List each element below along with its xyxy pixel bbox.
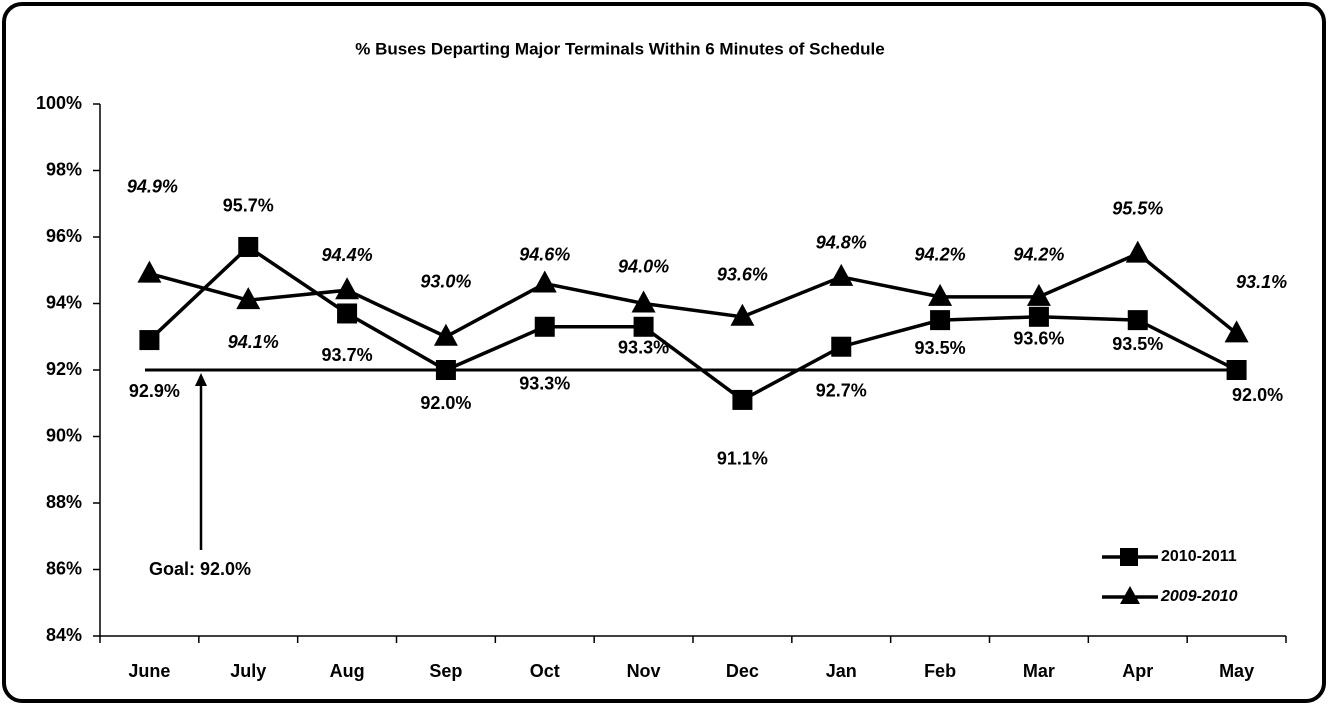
x-tick-label: Mar xyxy=(1023,661,1055,681)
data-label: 93.7% xyxy=(322,345,373,365)
x-tick-label: Feb xyxy=(924,661,956,681)
y-tick-label: 96% xyxy=(46,226,82,246)
goal-arrowhead xyxy=(195,373,207,386)
series-line xyxy=(148,251,1238,339)
series-line xyxy=(148,244,1238,402)
y-tick-label: 84% xyxy=(46,625,82,645)
marker xyxy=(236,287,261,310)
data-label: 94.2% xyxy=(915,245,966,265)
y-tick-label: 92% xyxy=(46,359,82,379)
y-tick-label: 88% xyxy=(46,492,82,512)
data-label: 95.7% xyxy=(223,196,274,216)
data-label: 91.1% xyxy=(717,449,768,469)
data-label: 94.2% xyxy=(1013,245,1064,265)
marker xyxy=(532,270,557,293)
marker xyxy=(1224,320,1249,343)
x-tick-label: Jan xyxy=(826,661,857,681)
data-label: 93.3% xyxy=(618,338,669,358)
data-label: 94.4% xyxy=(322,245,373,265)
data-label: 93.0% xyxy=(420,272,471,292)
marker xyxy=(433,323,458,346)
marker xyxy=(730,303,755,326)
y-tick-label: 86% xyxy=(46,558,82,578)
marker xyxy=(829,263,854,286)
legend-marker xyxy=(1120,586,1140,604)
marker xyxy=(337,303,358,324)
marker xyxy=(831,336,852,357)
marker xyxy=(930,310,951,331)
x-tick-label: July xyxy=(230,661,266,681)
marker xyxy=(1026,283,1051,306)
x-tick-label: Dec xyxy=(726,661,759,681)
marker xyxy=(1125,240,1150,263)
data-label: 94.1% xyxy=(228,332,279,352)
legend-label: 2009-2010 xyxy=(1160,588,1238,605)
y-tick-label: 100% xyxy=(36,93,82,113)
data-label: 95.5% xyxy=(1112,198,1163,218)
x-tick-label: Aug xyxy=(330,661,365,681)
data-label: 93.5% xyxy=(915,338,966,358)
data-label: 92.7% xyxy=(816,380,867,400)
x-tick-label: Oct xyxy=(530,661,560,681)
chart-title: % Buses Departing Major Terminals Within… xyxy=(355,39,884,58)
goal-label: Goal: 92.0% xyxy=(149,559,251,579)
data-label: 94.9% xyxy=(127,176,178,196)
data-label: 93.1% xyxy=(1236,272,1287,292)
x-tick-label: May xyxy=(1219,661,1254,681)
data-label: 93.3% xyxy=(519,374,570,394)
x-tick-label: Sep xyxy=(429,661,462,681)
marker xyxy=(928,283,953,306)
marker xyxy=(238,236,259,257)
data-label: 92.9% xyxy=(129,381,180,401)
marker xyxy=(534,316,555,337)
y-tick-label: 98% xyxy=(46,159,82,179)
y-tick-label: 94% xyxy=(46,292,82,312)
marker xyxy=(137,260,162,283)
data-label: 93.6% xyxy=(1013,329,1064,349)
x-tick-label: June xyxy=(128,661,170,681)
data-label: 92.0% xyxy=(1232,385,1283,405)
marker xyxy=(1127,310,1148,331)
legend-label: 2010-2011 xyxy=(1161,548,1237,565)
marker xyxy=(335,277,360,300)
marker xyxy=(435,360,456,380)
legend-marker xyxy=(1120,548,1138,566)
y-tick-label: 90% xyxy=(46,425,82,445)
marker xyxy=(631,290,656,313)
data-label: 93.5% xyxy=(1112,334,1163,354)
marker xyxy=(732,389,753,410)
data-label: 94.6% xyxy=(519,244,570,264)
data-label: 94.0% xyxy=(618,256,669,276)
data-label: 93.6% xyxy=(717,265,768,285)
data-label: 92.0% xyxy=(420,393,471,413)
marker xyxy=(139,330,160,351)
data-label: 94.8% xyxy=(816,233,867,253)
marker xyxy=(633,316,654,337)
marker xyxy=(1226,360,1247,380)
x-tick-label: Nov xyxy=(627,661,661,681)
marker xyxy=(1028,306,1049,327)
x-tick-label: Apr xyxy=(1122,661,1153,681)
